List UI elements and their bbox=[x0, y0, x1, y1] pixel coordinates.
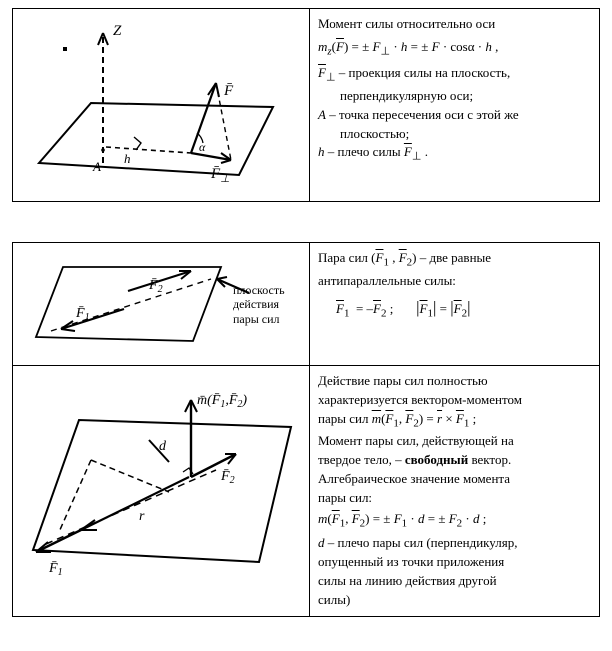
r3-def2: опущенный из точки приложения bbox=[318, 553, 591, 572]
label-alpha: α bbox=[199, 140, 206, 154]
table-moment-axis: Z F̄ F̄⊥ h α A Момент силы относительно … bbox=[12, 8, 600, 202]
r3-l4: Момент пары сил, действующей на bbox=[318, 432, 591, 451]
label-f1: F̄1 bbox=[75, 306, 90, 323]
r3-l6: Алгебраическое значение момента bbox=[318, 470, 591, 489]
row1-formula: mz(F) = ± F⊥ · h = ± F · cosα · h , bbox=[318, 38, 591, 61]
label-f2-b: F̄2 bbox=[220, 469, 235, 486]
r3-l2: характеризуется вектором-моментом bbox=[318, 391, 591, 410]
text-couple-moment: Действие пары сил полностью характеризуе… bbox=[310, 366, 600, 617]
text-couple: Пара сил (F1 , F2) – две равные антипара… bbox=[310, 243, 600, 366]
r3-def3: силы на линию действия другой bbox=[318, 572, 591, 591]
label-r: r bbox=[139, 509, 145, 524]
r3-l5: твердое тело, – свободный вектор. bbox=[318, 451, 591, 470]
row1-title: Момент силы относительно оси bbox=[318, 15, 591, 34]
label-a: A bbox=[92, 159, 101, 174]
plane-annotation: плоскостьдействияпары сил bbox=[233, 283, 285, 326]
svg-moment-axis: Z F̄ F̄⊥ h α A bbox=[21, 15, 301, 195]
row1-def2: A – точка пересечения оси с этой же bbox=[318, 106, 591, 125]
svg-couple-moment: m̄(F̄1,F̄2) d r F̄2 F̄1 bbox=[21, 372, 301, 582]
r3-def: d – плечо пары сил (перпендикуляр, bbox=[318, 534, 591, 553]
label-d: d bbox=[159, 439, 167, 454]
label-z: Z bbox=[113, 23, 122, 39]
r3-l3: пары сил m(F1, F2) = r × F1 ; bbox=[318, 410, 591, 433]
r3-l7: пары сил: bbox=[318, 489, 591, 508]
label-f1-b: F̄1 bbox=[48, 561, 63, 578]
r3-def4: силы) bbox=[318, 591, 591, 610]
diagram-moment-axis: Z F̄ F̄⊥ h α A bbox=[13, 9, 310, 202]
row1-def3: h – плечо силы F⊥ . bbox=[318, 143, 591, 166]
r3-formula: m(F1, F2) = ± F1 · d = ± F2 · d ; bbox=[318, 510, 591, 533]
row2-title2: антипараллельные силы: bbox=[318, 272, 591, 291]
row1-def1b: перпендикулярную оси; bbox=[318, 87, 591, 106]
row2-formula: F1 = –F2 ; |F1| = |F2| bbox=[318, 296, 591, 323]
r3-l1: Действие пары сил полностью bbox=[318, 372, 591, 391]
table-force-couple: F̄1 F̄2 плоскостьдействияпары сил Пара с… bbox=[12, 242, 600, 617]
label-m: m̄(F̄1,F̄2) bbox=[197, 393, 247, 410]
row1-def1: F⊥ – проекция силы на плоскость, bbox=[318, 64, 591, 87]
label-h: h bbox=[124, 151, 131, 166]
text-moment-axis: Момент силы относительно оси mz(F) = ± F… bbox=[310, 9, 600, 202]
label-f-perp: F̄⊥ bbox=[210, 166, 230, 185]
row1-def2b: плоскостью; bbox=[318, 125, 591, 144]
diagram-couple: F̄1 F̄2 плоскостьдействияпары сил bbox=[13, 243, 310, 366]
label-f: F̄ bbox=[223, 83, 234, 99]
row2-title: Пара сил (F1 , F2) – две равные bbox=[318, 249, 591, 272]
diagram-couple-moment: m̄(F̄1,F̄2) d r F̄2 F̄1 bbox=[13, 366, 310, 617]
